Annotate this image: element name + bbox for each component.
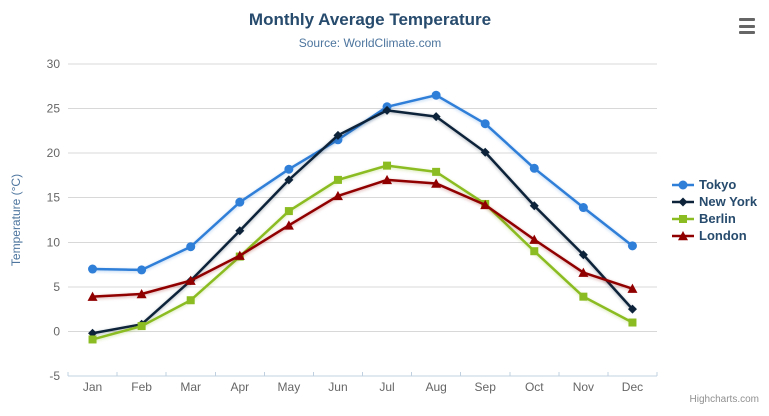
- legend-item-tokyo[interactable]: Tokyo: [672, 176, 757, 193]
- x-axis-label: Jul: [379, 380, 394, 394]
- y-axis-label: 10: [47, 235, 61, 249]
- x-axis-label: Apr: [230, 380, 249, 394]
- legend-symbol: [679, 214, 687, 223]
- hamburger-icon: [739, 31, 755, 34]
- series-line-new-york[interactable]: [91, 109, 634, 335]
- legend-marker-diamond-icon: [672, 197, 694, 206]
- x-axis-label: Jan: [83, 380, 102, 394]
- legend-symbol: [678, 180, 688, 189]
- legend-item-label: New York: [699, 194, 758, 209]
- chart-subtitle: Source: WorldClimate.com: [298, 36, 442, 50]
- data-point[interactable]: [628, 318, 637, 327]
- data-point[interactable]: [185, 275, 196, 285]
- data-point[interactable]: [235, 226, 245, 236]
- data-point[interactable]: [480, 199, 491, 210]
- data-point[interactable]: [529, 201, 539, 211]
- credits-link[interactable]: Highcharts.com: [689, 394, 759, 405]
- data-point[interactable]: [578, 250, 588, 260]
- x-axis-label: Mar: [180, 380, 201, 394]
- export-menu-button[interactable]: [735, 15, 759, 37]
- chart-title: Monthly Average Temperature: [248, 10, 492, 29]
- legend-item-london[interactable]: London: [672, 227, 757, 244]
- legend-item-label: London: [699, 228, 747, 243]
- data-point[interactable]: [578, 267, 589, 277]
- data-point[interactable]: [480, 147, 490, 157]
- data-point[interactable]: [333, 175, 342, 184]
- data-point[interactable]: [431, 90, 441, 100]
- data-point[interactable]: [283, 220, 294, 230]
- series-line-tokyo[interactable]: [91, 93, 634, 272]
- data-point[interactable]: [87, 291, 98, 301]
- hamburger-icon: [739, 18, 755, 21]
- y-axis-label: 15: [47, 191, 61, 205]
- data-point[interactable]: [284, 164, 294, 174]
- x-axis-label: Sep: [475, 380, 497, 394]
- data-point[interactable]: [432, 167, 441, 176]
- legend: Tokyo New York Berlin London: [672, 176, 757, 244]
- data-point[interactable]: [431, 178, 442, 188]
- legend-symbol: [678, 197, 688, 206]
- data-point[interactable]: [186, 242, 196, 252]
- x-axis-label: Aug: [425, 380, 446, 394]
- y-axis-label: -5: [49, 369, 60, 383]
- hamburger-icon: [739, 24, 755, 28]
- x-axis-label: May: [278, 380, 301, 394]
- legend-marker-square-icon: [672, 214, 694, 223]
- x-axis-label: Feb: [131, 380, 152, 394]
- legend-marker-triangle-icon: [672, 230, 694, 240]
- x-axis-label: Nov: [573, 380, 594, 394]
- data-point[interactable]: [137, 265, 147, 275]
- data-point[interactable]: [382, 105, 392, 115]
- x-axis-label: Oct: [525, 380, 544, 394]
- data-point[interactable]: [431, 112, 441, 122]
- data-point[interactable]: [88, 335, 97, 344]
- series-line-london[interactable]: [91, 178, 634, 298]
- data-point[interactable]: [627, 304, 637, 314]
- data-point[interactable]: [137, 322, 146, 331]
- y-axis-label: 5: [53, 280, 60, 294]
- data-point[interactable]: [382, 174, 393, 185]
- data-point[interactable]: [579, 292, 588, 301]
- data-point[interactable]: [186, 296, 195, 305]
- data-point[interactable]: [578, 203, 588, 213]
- legend-item-berlin[interactable]: Berlin: [672, 210, 757, 227]
- data-point[interactable]: [136, 288, 147, 299]
- data-point[interactable]: [284, 175, 294, 185]
- data-point[interactable]: [627, 283, 638, 293]
- data-point[interactable]: [529, 163, 539, 173]
- data-point[interactable]: [480, 119, 490, 129]
- data-point[interactable]: [234, 250, 245, 260]
- legend-symbol: [678, 230, 688, 240]
- y-axis-label: 25: [47, 102, 61, 116]
- legend-marker-circle-icon: [672, 180, 694, 189]
- data-point[interactable]: [627, 241, 637, 251]
- legend-item-label: Berlin: [699, 211, 736, 226]
- data-point[interactable]: [383, 161, 392, 170]
- data-point[interactable]: [332, 190, 343, 201]
- data-point[interactable]: [333, 130, 343, 140]
- data-point[interactable]: [284, 207, 293, 216]
- data-point[interactable]: [88, 264, 98, 274]
- x-axis-label: Dec: [622, 380, 643, 394]
- legend-item-new-york[interactable]: New York: [672, 193, 757, 210]
- y-axis-title: Temperature (°C): [9, 173, 23, 267]
- data-point[interactable]: [530, 247, 539, 256]
- data-point[interactable]: [235, 197, 245, 207]
- x-axis-label: Jun: [328, 380, 347, 394]
- y-axis-label: 30: [47, 57, 61, 71]
- series-line-berlin[interactable]: [91, 164, 634, 341]
- y-axis-label: 20: [47, 146, 61, 160]
- data-point[interactable]: [529, 234, 540, 244]
- y-axis-label: 0: [53, 324, 60, 338]
- legend-item-label: Tokyo: [699, 177, 737, 192]
